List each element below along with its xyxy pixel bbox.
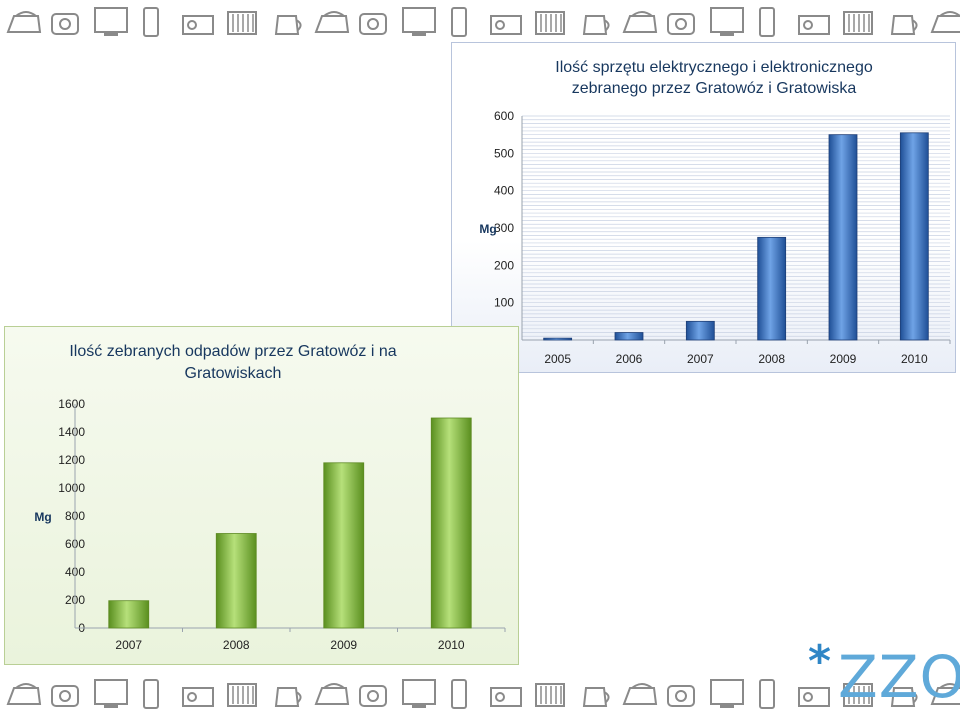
x-tick-label-2005: 2005 <box>544 352 571 366</box>
appliance-icon <box>182 15 214 35</box>
x-tick-label-2009: 2009 <box>330 638 357 652</box>
bar-2009 <box>323 462 365 629</box>
chart-title: Ilość zebranych odpadów przez Gratowóz i… <box>69 343 396 382</box>
bar-2007 <box>108 600 150 629</box>
appliance-icon <box>667 13 695 35</box>
x-tick-label-2009: 2009 <box>830 352 857 366</box>
bar-2010 <box>430 417 472 629</box>
appliance-icon <box>622 11 658 33</box>
appliance-icon <box>667 685 695 707</box>
decorative-appliance-strip-top <box>0 0 960 42</box>
x-tick-label-2008: 2008 <box>758 352 785 366</box>
appliance-icon <box>890 687 918 707</box>
appliance-icon <box>798 15 830 35</box>
x-tick-label-2007: 2007 <box>115 638 142 652</box>
appliance-icons-bottom <box>6 679 960 709</box>
bar-2009 <box>828 134 858 341</box>
y-tick-label: 1600 <box>58 397 85 411</box>
decorative-appliance-strip-bottom <box>0 672 960 714</box>
y-tick-label: 100 <box>494 296 514 310</box>
appliance-icon <box>402 679 436 708</box>
appliance-icons-top <box>6 7 960 37</box>
appliance-icon <box>582 687 610 707</box>
y-axis-label: Mg <box>479 222 496 236</box>
appliance-icon <box>710 679 744 708</box>
chart-title: Ilość sprzętu elektrycznego i elektronic… <box>555 59 873 97</box>
appliance-icon <box>451 679 467 709</box>
appliance-icon <box>51 685 79 707</box>
x-tick-label-2006: 2006 <box>616 352 643 366</box>
chart-collected-waste-svg: Ilość zebranych odpadów przez Gratowóz i… <box>34 343 506 652</box>
logo-text: ZZO <box>838 643 960 711</box>
appliance-icon <box>622 683 658 705</box>
appliance-icon <box>274 15 302 35</box>
y-tick-label: 500 <box>494 146 514 160</box>
appliance-icon <box>314 683 350 705</box>
zzo-logo: * ZZO <box>808 636 960 716</box>
appliance-icon <box>759 679 775 709</box>
appliance-icon <box>535 683 565 707</box>
appliance-icon <box>143 7 159 37</box>
bar-2005 <box>543 337 573 341</box>
appliance-icon <box>314 11 350 33</box>
chart-collected-waste: Ilość zebranych odpadów przez Gratowóz i… <box>4 326 519 665</box>
x-tick-label-2010: 2010 <box>438 638 465 652</box>
bar-2006 <box>614 332 644 341</box>
appliance-icon <box>930 11 960 33</box>
appliance-icon <box>535 11 565 35</box>
y-tick-label: 200 <box>494 258 514 272</box>
y-tick-label: 300 <box>494 221 514 235</box>
y-axis-label: Mg <box>34 510 51 524</box>
appliance-icon <box>94 679 128 708</box>
appliance-icon <box>451 7 467 37</box>
x-tick-label-2008: 2008 <box>223 638 250 652</box>
appliance-icon <box>759 7 775 37</box>
bar-2008 <box>757 236 787 341</box>
bar-2010 <box>899 132 929 341</box>
appliance-icon <box>143 679 159 709</box>
logo-star: * <box>808 636 832 687</box>
appliance-icon <box>890 15 918 35</box>
appliance-icon <box>930 683 960 705</box>
appliance-icon <box>582 15 610 35</box>
appliance-icon <box>402 7 436 36</box>
appliance-icon <box>710 7 744 36</box>
appliance-icon <box>6 11 42 33</box>
y-tick-label: 1200 <box>58 453 85 467</box>
y-tick-label: 400 <box>494 184 514 198</box>
y-tick-label: 600 <box>494 109 514 123</box>
appliance-icon <box>359 13 387 35</box>
appliance-icon <box>490 687 522 707</box>
appliance-icon <box>798 687 830 707</box>
x-tick-label-2010: 2010 <box>901 352 928 366</box>
appliance-icon <box>227 683 257 707</box>
bar-2007 <box>685 320 715 341</box>
appliance-icon <box>51 13 79 35</box>
bar-2008 <box>215 533 257 629</box>
appliance-icon <box>6 683 42 705</box>
appliance-icon <box>94 7 128 36</box>
appliance-icon <box>490 15 522 35</box>
chart-electrical-equipment: Ilość sprzętu elektrycznego i elektronic… <box>451 42 956 373</box>
appliance-icon <box>843 683 873 707</box>
y-tick-label: 1000 <box>58 481 85 495</box>
appliance-icon <box>843 11 873 35</box>
appliance-icon <box>227 11 257 35</box>
x-tick-label-2007: 2007 <box>687 352 714 366</box>
y-tick-label: 1400 <box>58 425 85 439</box>
chart-electrical-equipment-svg: Ilość sprzętu elektrycznego i elektronic… <box>479 59 951 366</box>
appliance-icon <box>182 687 214 707</box>
appliance-icon <box>274 687 302 707</box>
appliance-icon <box>359 685 387 707</box>
